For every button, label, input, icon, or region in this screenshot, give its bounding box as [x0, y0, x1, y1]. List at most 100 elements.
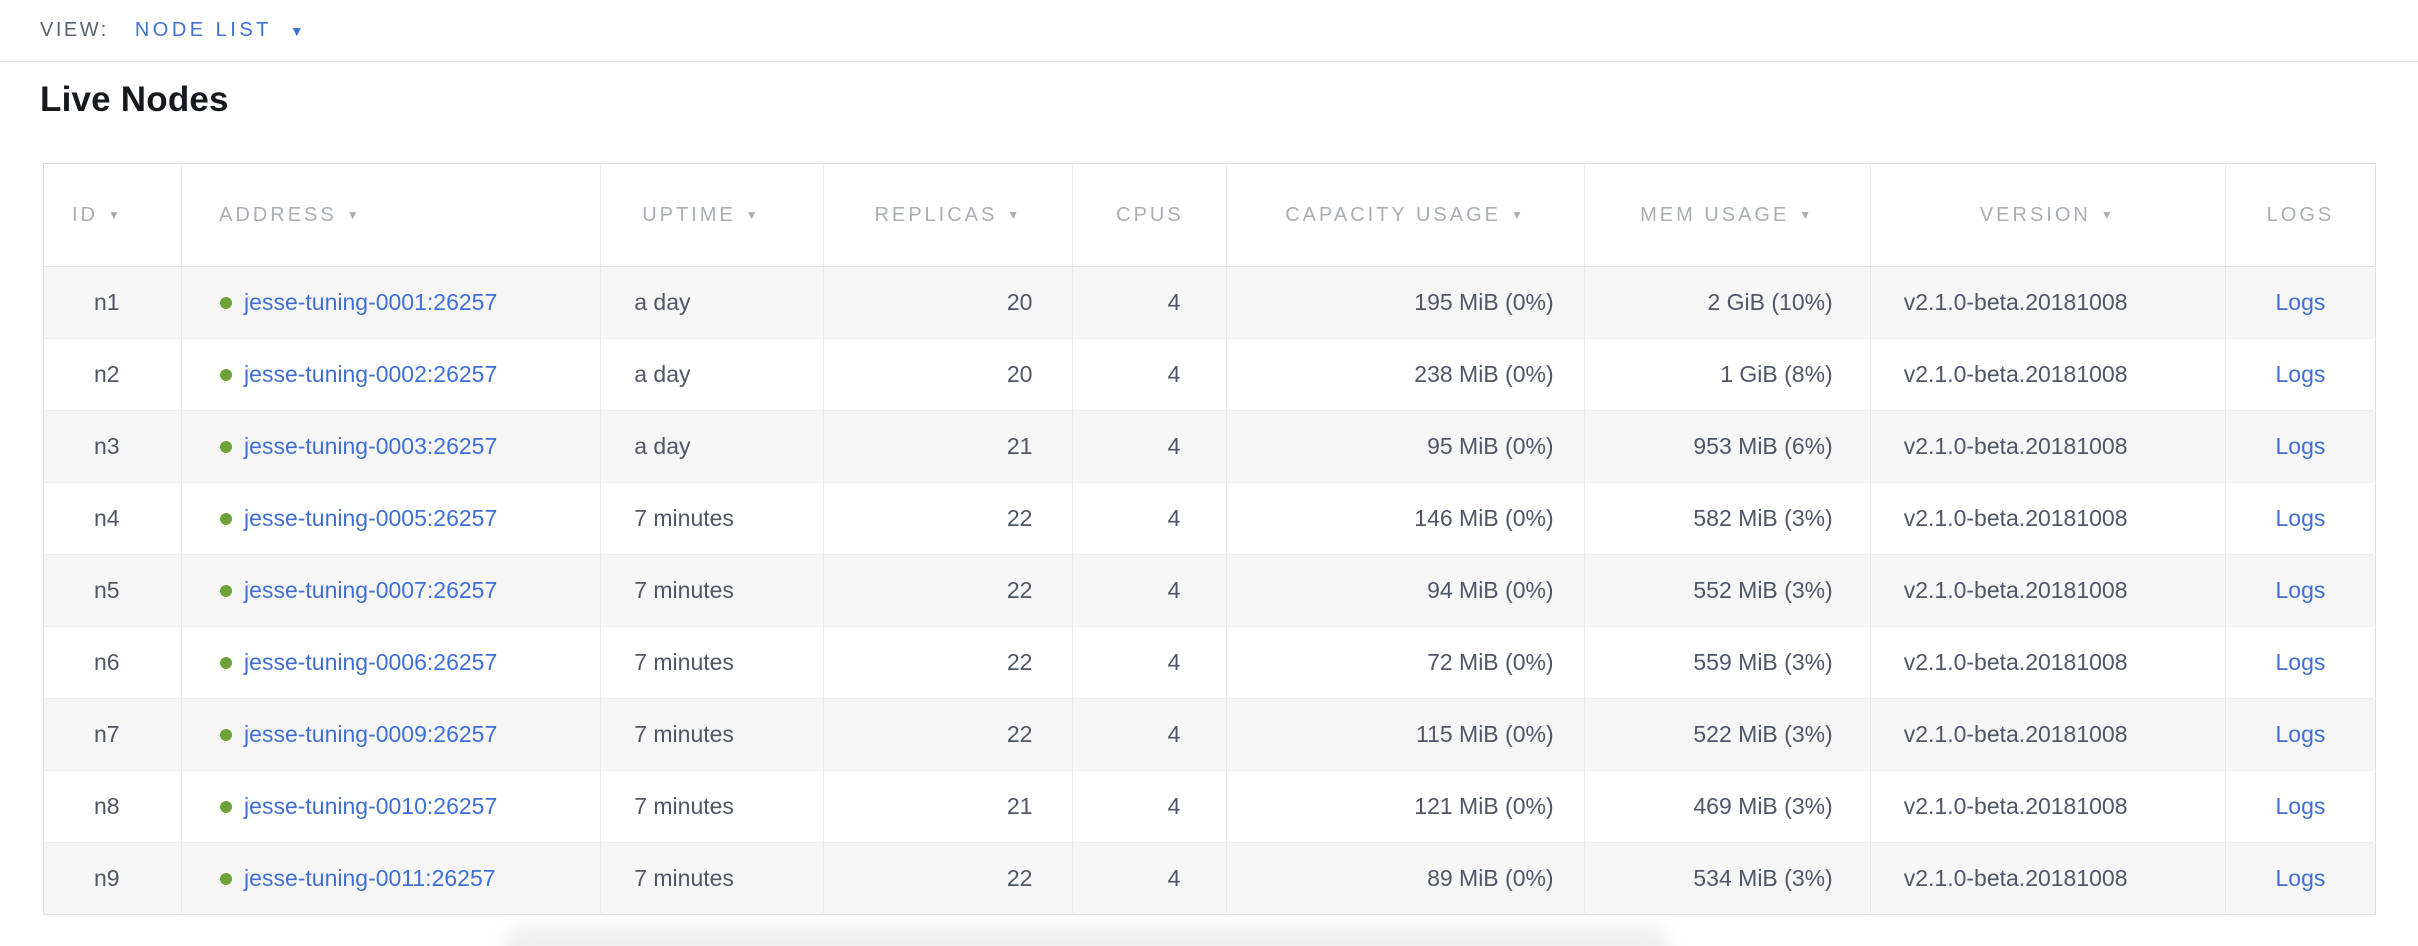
cell-replicas: 22	[823, 842, 1073, 915]
table-header-row: ID ▼ ADDRESS ▼ UPTIME ▼ REPLICAS ▼ CPUS CAPACITY …	[43, 163, 2376, 267]
live-nodes-table: ID ▼ ADDRESS ▼ UPTIME ▼ REPLICAS ▼ CPUS CAPACITY …	[43, 163, 2376, 915]
cell-capacity: 238 MiB (0%)	[1226, 338, 1585, 411]
cell-capacity: 146 MiB (0%)	[1226, 482, 1585, 555]
cell-address: jesse-tuning-0003:26257	[181, 410, 601, 483]
cell-cpus: 4	[1072, 410, 1227, 483]
node-live-status-icon	[220, 729, 233, 741]
cell-replicas: 22	[823, 554, 1073, 627]
logs-link[interactable]: Logs	[2275, 289, 2326, 315]
table-row: n8 jesse-tuning-0010:26257 7 minutes 21 4 121…	[43, 770, 2376, 843]
cell-mem: 582 MiB (3%)	[1583, 482, 1871, 555]
cell-version: v2.1.0-beta.20181008	[1869, 266, 2226, 339]
column-header-uptime[interactable]: UPTIME ▼	[600, 163, 824, 267]
cell-logs: Logs	[2224, 410, 2376, 483]
cell-replicas: 22	[823, 482, 1073, 555]
table-row: n1 jesse-tuning-0001:26257 a day 20 4 195 MiB…	[43, 266, 2376, 339]
cell-logs: Logs	[2224, 770, 2376, 843]
cell-address: jesse-tuning-0006:26257	[181, 626, 601, 699]
node-address-link[interactable]: jesse-tuning-0003:26257	[244, 433, 498, 459]
node-address-link[interactable]: jesse-tuning-0011:26257	[244, 865, 496, 891]
column-header-version[interactable]: VERSION ▼	[1869, 163, 2226, 267]
logs-link[interactable]: Logs	[2275, 361, 2326, 387]
cell-uptime: 7 minutes	[600, 626, 824, 699]
node-address-link[interactable]: jesse-tuning-0009:26257	[244, 721, 498, 747]
node-address-link[interactable]: jesse-tuning-0010:26257	[244, 793, 498, 819]
cell-capacity: 72 MiB (0%)	[1226, 626, 1585, 699]
cell-uptime: a day	[600, 266, 824, 339]
cell-mem: 534 MiB (3%)	[1583, 842, 1871, 915]
column-header-mem[interactable]: MEM USAGE ▼	[1583, 163, 1871, 267]
cell-version: v2.1.0-beta.20181008	[1869, 698, 2226, 771]
chevron-down-icon: ▼	[289, 22, 304, 39]
logs-link[interactable]: Logs	[2275, 505, 2326, 531]
logs-link[interactable]: Logs	[2275, 577, 2326, 603]
cell-logs: Logs	[2224, 698, 2376, 771]
node-live-status-icon	[220, 657, 233, 669]
column-header-label: LOGS	[2266, 203, 2335, 226]
cell-id: n6	[43, 626, 182, 699]
logs-link[interactable]: Logs	[2275, 433, 2326, 459]
node-live-status-icon	[220, 513, 233, 525]
cell-capacity: 95 MiB (0%)	[1226, 410, 1585, 483]
table-row: n3 jesse-tuning-0003:26257 a day 21 4 95 MiB …	[43, 410, 2376, 483]
cell-cpus: 4	[1072, 842, 1227, 915]
cell-cpus: 4	[1072, 554, 1227, 627]
cell-uptime: a day	[600, 338, 824, 411]
cell-version: v2.1.0-beta.20181008	[1869, 626, 2226, 699]
cell-address: jesse-tuning-0007:26257	[181, 554, 601, 627]
cell-cpus: 4	[1072, 338, 1227, 411]
cell-mem: 522 MiB (3%)	[1583, 698, 1871, 771]
view-selector[interactable]: NODE LIST ▼	[135, 19, 304, 42]
node-live-status-icon	[220, 297, 233, 309]
sort-desc-icon: ▼	[2100, 207, 2116, 222]
node-address-link[interactable]: jesse-tuning-0007:26257	[244, 577, 498, 603]
node-live-status-icon	[220, 441, 233, 453]
column-header-label: VERSION	[1979, 203, 2091, 226]
column-header-capacity[interactable]: CAPACITY USAGE ▼	[1226, 163, 1585, 267]
table-row: n5 jesse-tuning-0007:26257 7 minutes 22 4 94 …	[43, 554, 2376, 627]
cell-capacity: 94 MiB (0%)	[1226, 554, 1585, 627]
node-address-link[interactable]: jesse-tuning-0001:26257	[244, 289, 498, 315]
cell-replicas: 21	[823, 410, 1073, 483]
sort-desc-icon: ▼	[745, 207, 761, 222]
logs-link[interactable]: Logs	[2275, 721, 2326, 747]
cell-mem: 2 GiB (10%)	[1583, 266, 1871, 339]
column-header-label: UPTIME	[642, 203, 736, 226]
column-header-address[interactable]: ADDRESS ▼	[181, 163, 601, 267]
cell-uptime: 7 minutes	[600, 770, 824, 843]
sort-desc-icon: ▼	[108, 207, 123, 222]
node-address-link[interactable]: jesse-tuning-0005:26257	[244, 505, 498, 531]
cell-mem: 469 MiB (3%)	[1583, 770, 1871, 843]
node-live-status-icon	[220, 369, 233, 381]
table-row: n7 jesse-tuning-0009:26257 7 minutes 22 4 115…	[43, 698, 2376, 771]
cell-address: jesse-tuning-0009:26257	[181, 698, 601, 771]
node-live-status-icon	[220, 801, 233, 813]
cell-address: jesse-tuning-0001:26257	[181, 266, 601, 339]
logs-link[interactable]: Logs	[2275, 649, 2326, 675]
node-address-link[interactable]: jesse-tuning-0006:26257	[244, 649, 498, 675]
column-header-cpus: CPUS	[1072, 163, 1227, 267]
logs-link[interactable]: Logs	[2275, 793, 2326, 819]
cell-id: n9	[43, 842, 182, 915]
column-header-replicas[interactable]: REPLICAS ▼	[823, 163, 1073, 267]
node-address-link[interactable]: jesse-tuning-0002:26257	[244, 361, 498, 387]
logs-link[interactable]: Logs	[2275, 865, 2326, 891]
below-fold-shadow	[505, 927, 1670, 946]
cell-id: n1	[94, 289, 120, 315]
column-header-label: CAPACITY USAGE	[1285, 203, 1501, 226]
page-title: Live Nodes	[40, 80, 229, 119]
cell-mem: 559 MiB (3%)	[1583, 626, 1871, 699]
node-live-status-icon	[220, 873, 233, 885]
table-row: n4 jesse-tuning-0005:26257 7 minutes 22 4 146…	[43, 482, 2376, 555]
cell-mem: 552 MiB (3%)	[1583, 554, 1871, 627]
table-row: n6 jesse-tuning-0006:26257 7 minutes 22 4 72 …	[43, 626, 2376, 699]
cell-replicas: 22	[823, 698, 1073, 771]
sort-desc-icon: ▼	[1799, 207, 1815, 222]
cell-cpus: 4	[1072, 626, 1227, 699]
cell-replicas: 21	[823, 770, 1073, 843]
column-header-id[interactable]: ID ▼	[43, 163, 182, 267]
cell-mem: 953 MiB (6%)	[1583, 410, 1871, 483]
view-label: VIEW:	[40, 19, 109, 41]
cell-version: v2.1.0-beta.20181008	[1869, 842, 2226, 915]
cell-logs: Logs	[2224, 482, 2376, 555]
